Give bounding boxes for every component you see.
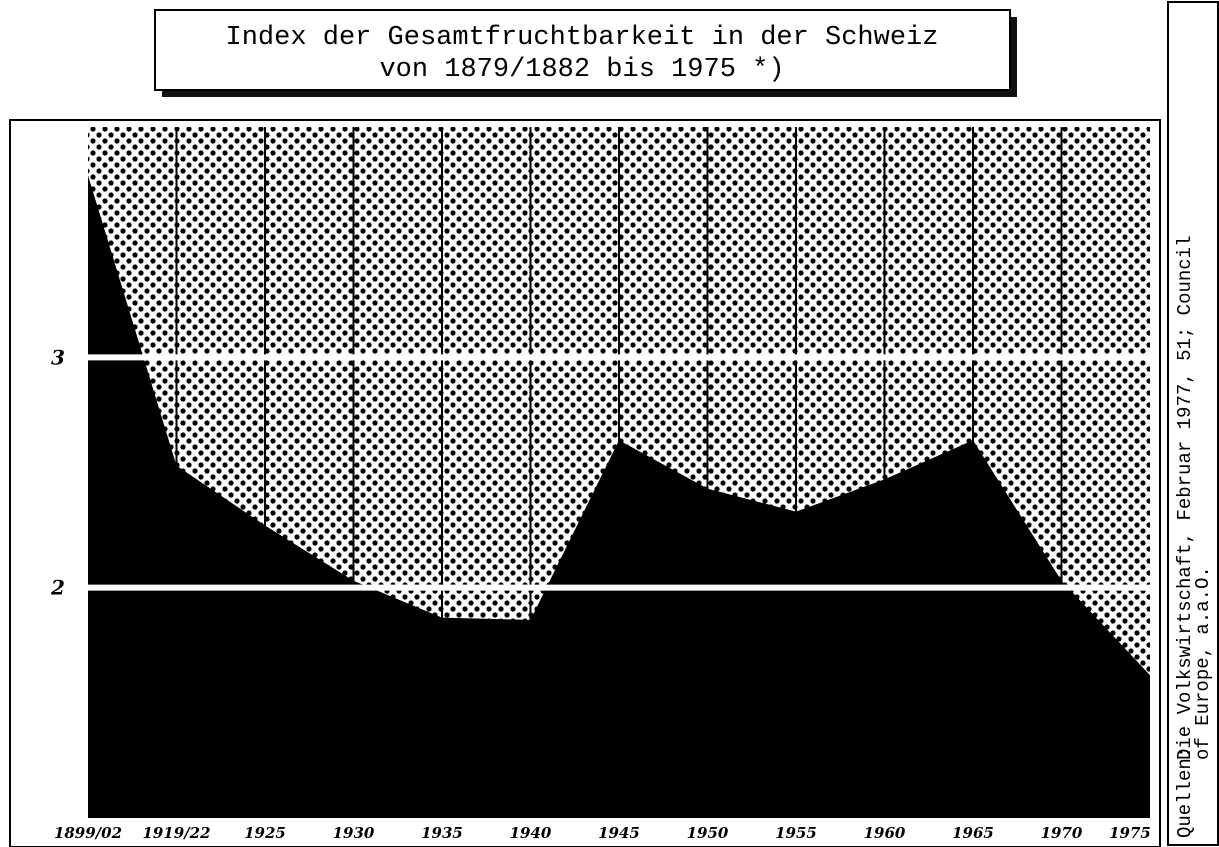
source-line: Die Volkswirtschaft, Februar 1977, 51; C… bbox=[1174, 236, 1196, 761]
x-tick-label: 1899/02 bbox=[54, 824, 122, 842]
x-tick-label: 1965 bbox=[952, 824, 994, 842]
source-line: of Europe, a.a.O. bbox=[1192, 566, 1214, 760]
chart-title: Index der Gesamtfruchtbarkeit in der Sch… bbox=[226, 23, 939, 53]
x-tick-label: 1945 bbox=[598, 824, 640, 842]
chart-subtitle: von 1879/1882 bis 1975 *) bbox=[379, 55, 784, 85]
x-tick-label: 1919/22 bbox=[142, 824, 210, 842]
x-tick-label: 1935 bbox=[421, 824, 463, 842]
y-tick-label: 3 bbox=[51, 345, 65, 369]
title-box bbox=[154, 9, 1011, 91]
x-tick-label: 1950 bbox=[687, 824, 729, 842]
x-tick-label: 1955 bbox=[775, 824, 817, 842]
source-label: Quellen: bbox=[1174, 747, 1196, 838]
y-tick-label: 2 bbox=[50, 576, 65, 600]
x-tick-label: 1975 bbox=[1109, 824, 1151, 842]
x-tick-label: 1925 bbox=[244, 824, 286, 842]
x-tick-label: 1940 bbox=[510, 824, 552, 842]
x-tick-label: 1970 bbox=[1041, 824, 1083, 842]
plot-area: 1899/02 1919/22 1925 1930 1935 1940 1945 1950 19… bbox=[50, 127, 1151, 842]
x-tick-label: 1930 bbox=[333, 824, 375, 842]
x-tick-label: 1960 bbox=[864, 824, 906, 842]
source-box bbox=[1167, 1, 1219, 846]
